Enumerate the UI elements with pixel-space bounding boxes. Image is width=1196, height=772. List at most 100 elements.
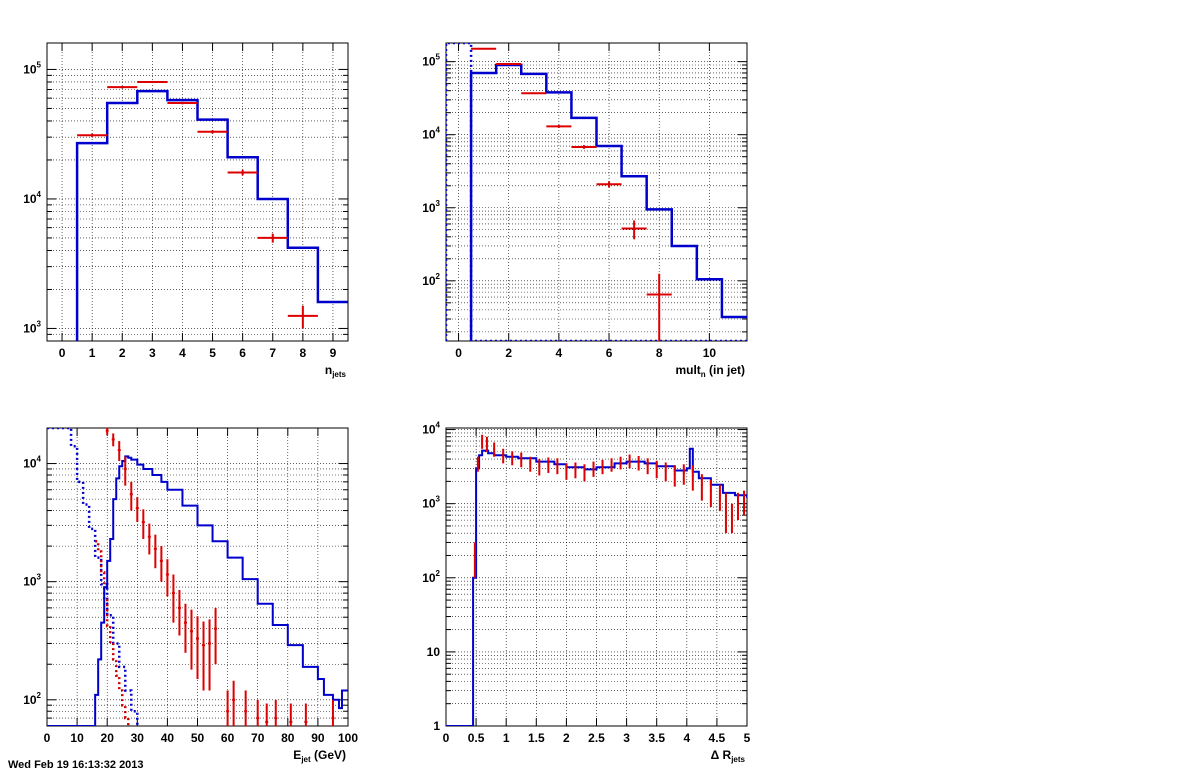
- data-point: [123, 456, 127, 486]
- x-tick-label: 70: [251, 731, 265, 745]
- data-point: [547, 457, 550, 473]
- series-curve-2: [47, 455, 348, 726]
- data-point: [165, 559, 169, 597]
- data-point: [274, 699, 278, 726]
- series-curve-0: [446, 447, 747, 726]
- data-point: [135, 497, 139, 523]
- data-point: [502, 448, 505, 464]
- x-tick-label: 4: [179, 346, 186, 360]
- tick-marks: [446, 43, 747, 341]
- data-point: [195, 616, 200, 679]
- data-point: [646, 458, 649, 475]
- chart-panel-ejet: 0 10 20 30 40 50 60 70 80 90 100 102 103 104 Ejet (GeV…: [23, 427, 358, 764]
- x-tick-label: 5: [744, 731, 751, 745]
- x-tick-label: 2: [119, 346, 126, 360]
- data-point: [673, 465, 676, 487]
- data-point: [565, 463, 568, 480]
- series-layer: [446, 43, 747, 341]
- data-point: [167, 101, 198, 105]
- y-tick-label: 104: [23, 455, 41, 471]
- data-point: [214, 607, 218, 665]
- x-axis-label: Δ Rjets: [711, 748, 746, 764]
- x-tick-label: 2.5: [588, 731, 605, 745]
- data-point: [473, 542, 476, 578]
- data-point: [583, 464, 586, 482]
- x-tick-label: 0: [455, 346, 462, 360]
- x-tick-label: 100: [338, 731, 358, 745]
- data-point: [493, 442, 496, 457]
- data-point: [257, 233, 288, 243]
- y-tick-label: 102: [422, 569, 440, 585]
- data-point: [664, 462, 667, 482]
- data-point: [208, 619, 212, 691]
- data-point: [183, 603, 187, 653]
- plot-frame: [445, 42, 748, 342]
- series-step-0: [75, 89, 348, 341]
- y-tick-label: 104: [23, 190, 41, 206]
- x-tick-label: 10: [70, 731, 84, 745]
- x-tick-label: 8: [300, 346, 307, 360]
- data-point: [637, 455, 640, 471]
- data-point: [520, 452, 523, 468]
- data-point: [628, 454, 631, 469]
- data-point: [621, 220, 647, 240]
- data-point: [304, 703, 308, 726]
- data-point: [511, 451, 514, 466]
- x-tick-label: 8: [656, 346, 663, 360]
- data-point: [77, 133, 108, 138]
- data-point: [147, 523, 151, 555]
- y-tick-label: 103: [23, 573, 41, 589]
- y-tick-label: 105: [422, 53, 440, 69]
- x-tick-label: 30: [131, 731, 145, 745]
- data-point: [256, 699, 260, 726]
- data-point: [265, 703, 269, 726]
- y-tick-label: 102: [422, 272, 440, 288]
- x-tick-label: 10: [703, 346, 717, 360]
- data-point: [546, 124, 572, 128]
- data-point: [289, 703, 293, 726]
- x-tick-label: 2: [563, 731, 570, 745]
- data-point: [159, 546, 163, 582]
- data-point: [137, 80, 168, 84]
- x-tick-label: 5: [209, 346, 216, 360]
- x-axis-label: Ejet (GeV): [293, 748, 346, 764]
- y-tick-label: 104: [422, 126, 440, 142]
- data-point: [730, 503, 733, 534]
- grid: [446, 43, 747, 341]
- x-tick-label: 3.5: [648, 731, 665, 745]
- tick-marks: [47, 43, 348, 342]
- data-point: [189, 609, 193, 670]
- data-point: [709, 479, 712, 508]
- data-point: [496, 62, 522, 65]
- data-point: [521, 92, 547, 95]
- x-tick-label: 90: [311, 731, 325, 745]
- y-tick-label: 103: [23, 319, 41, 335]
- x-tick-label: 7: [269, 346, 276, 360]
- x-tick-label: 4.5: [709, 731, 726, 745]
- x-tick-label: 20: [101, 731, 115, 745]
- series-curve-1: [95, 539, 130, 726]
- data-point: [471, 47, 497, 50]
- x-tick-label: 0.5: [468, 731, 485, 745]
- chart-panel-mult: 0 2 4 6 8 10 102 103 104 105 multn (in jet): [422, 42, 748, 379]
- data-point: [571, 145, 597, 149]
- y-tick-label: 10: [427, 645, 441, 659]
- x-tick-label: 3: [623, 731, 630, 745]
- data-point: [197, 130, 228, 134]
- footer-timestamp: Wed Feb 19 16:13:32 2013: [8, 759, 144, 771]
- x-tick-label: 1: [89, 346, 96, 360]
- x-tick-label: 6: [239, 346, 246, 360]
- x-axis-label: multn (in jet): [675, 363, 745, 379]
- data-point: [718, 484, 721, 511]
- data-point: [736, 492, 739, 521]
- data-point: [610, 458, 613, 472]
- x-tick-label: 4: [556, 346, 563, 360]
- data-point: [724, 492, 727, 534]
- x-tick-label: 1.5: [528, 731, 545, 745]
- y-tick-label: 103: [422, 495, 440, 511]
- x-tick-label: 3: [149, 346, 156, 360]
- data-point: [619, 456, 622, 470]
- x-tick-label: 0: [443, 731, 450, 745]
